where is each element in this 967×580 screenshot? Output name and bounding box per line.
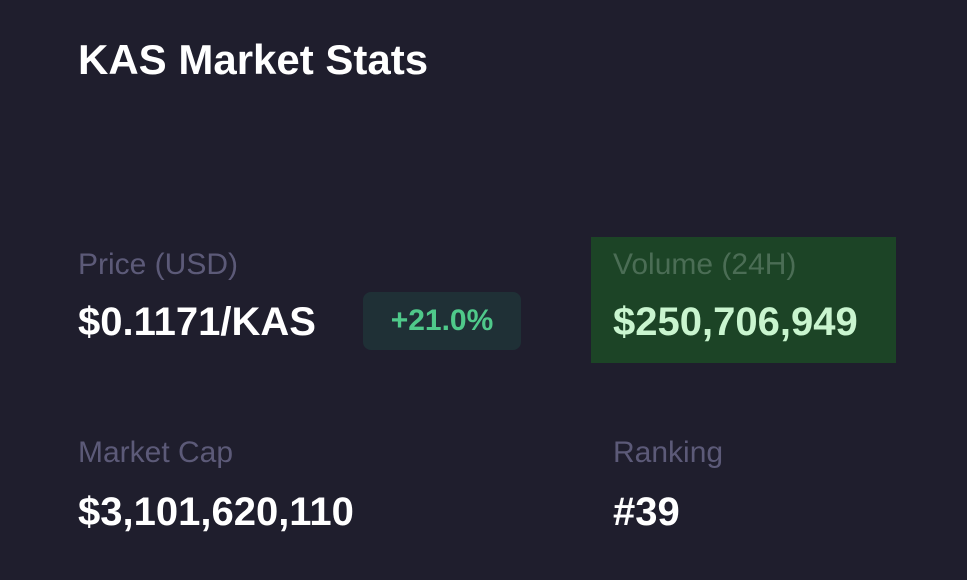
stat-value: #39	[613, 490, 680, 534]
stat-label: Price (USD)	[78, 248, 239, 281]
highlight	[591, 237, 896, 363]
stat-label: Volume (24H)	[613, 248, 797, 281]
title: KAS Market Stats	[78, 36, 429, 83]
stat-label: Ranking	[613, 436, 724, 469]
stat-value: $0.1171/KAS	[78, 300, 316, 344]
stat-value: $3,101,620,110	[78, 490, 354, 534]
stat-value: $250,706,949	[613, 300, 858, 344]
stat-label: Market Cap	[78, 436, 234, 469]
change-badge: +21.0%	[363, 292, 521, 350]
